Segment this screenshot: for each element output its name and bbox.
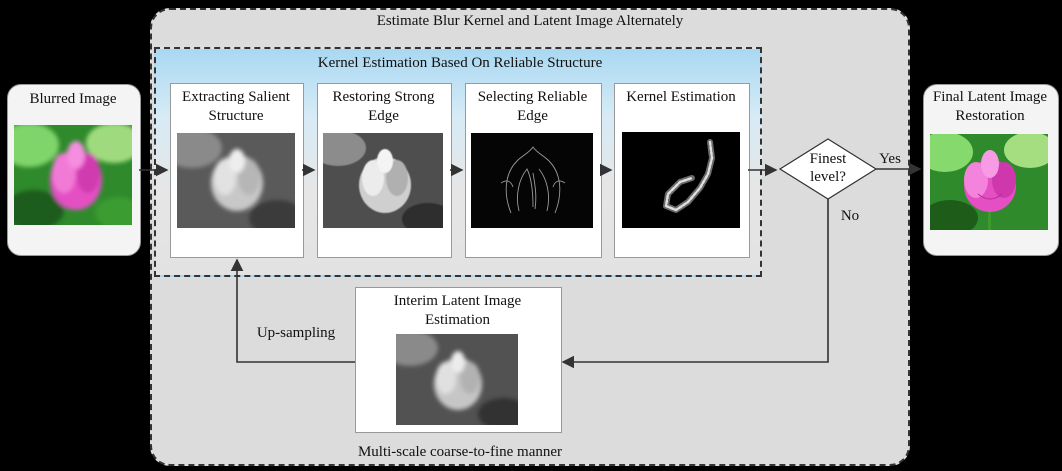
- output-label: Final Latent Image Restoration: [932, 89, 1048, 124]
- interim-label: Interim Latent Image Estimation: [393, 293, 522, 328]
- upsampling-label: Up-sampling: [256, 325, 336, 341]
- salient-structure-image: [177, 133, 295, 228]
- blur-kernel-image: [622, 132, 740, 228]
- inner-title: Kernel Estimation Based On Reliable Stru…: [317, 55, 603, 71]
- decision-label: Finest level?: [809, 151, 847, 185]
- restored-image: [930, 134, 1048, 230]
- input-label: Blurred Image: [29, 91, 117, 107]
- step-label-1: Extracting Salient Structure: [182, 89, 290, 124]
- yes-label: Yes: [879, 151, 901, 167]
- no-label: No: [840, 208, 860, 224]
- outer-title: Estimate Blur Kernel and Latent Image Al…: [376, 13, 684, 29]
- step-label-2: Restoring Strong Edge: [332, 89, 435, 124]
- reliable-edge-image: [471, 133, 593, 228]
- blurred-image: [14, 125, 132, 225]
- caption: Multi-scale coarse-to-fine manner: [357, 444, 563, 460]
- step-label-4: Kernel Estimation: [626, 89, 736, 105]
- strong-edge-image: [323, 133, 443, 228]
- step-label-3: Selecting Reliable Edge: [477, 89, 588, 124]
- interim-latent-image: [396, 334, 518, 425]
